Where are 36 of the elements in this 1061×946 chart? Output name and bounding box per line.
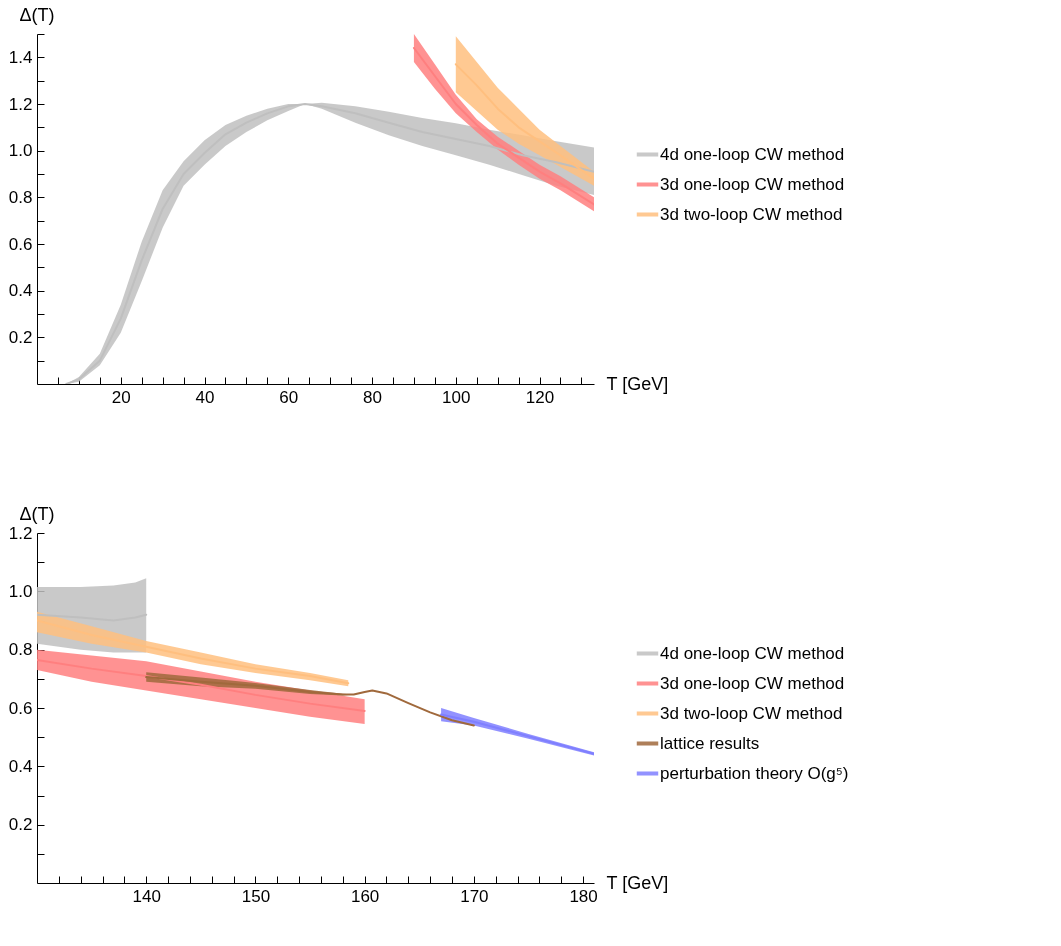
y-tick-label: 0.2: [8, 327, 33, 347]
x-tick-label: 180: [569, 886, 598, 906]
y-tick-label: 1.4: [8, 47, 33, 67]
x-tick-label: 140: [132, 886, 161, 906]
y-axis-title: Δ(T): [19, 503, 55, 524]
y-tick-label: 0.4: [8, 281, 33, 301]
x-tick-label: 40: [195, 387, 215, 407]
legend-label: lattice results: [660, 733, 760, 753]
legend-label: 3d two-loop CW method: [660, 204, 843, 224]
legend-label: perturbation theory O(g⁵): [660, 763, 849, 783]
x-tick-label: 80: [363, 387, 382, 407]
y-tick-label: 0.8: [8, 640, 33, 660]
legend-label: 4d one-loop CW method: [660, 144, 845, 164]
x-axis-title: T [GeV]: [606, 872, 669, 893]
x-tick-label: 160: [350, 886, 380, 906]
y-tick-label: 0.2: [8, 815, 33, 835]
x-tick-label: 60: [279, 387, 299, 407]
x-tick-label: 120: [525, 387, 555, 407]
x-axis-title: T [GeV]: [606, 373, 669, 394]
y-tick-label: 1.0: [8, 581, 33, 601]
y-tick-label: 0.6: [8, 234, 33, 254]
y-axis-title: Δ(T): [19, 4, 55, 25]
x-tick-label: 170: [460, 886, 489, 906]
legend-label: 3d one-loop CW method: [660, 174, 845, 194]
y-tick-label: 0.6: [8, 698, 33, 718]
x-tick-label: 150: [241, 886, 271, 906]
legend-label: 3d two-loop CW method: [660, 703, 843, 723]
y-tick-label: 1.2: [8, 94, 33, 114]
x-tick-label: 100: [442, 387, 471, 407]
y-tick-label: 1.0: [8, 141, 33, 161]
y-tick-label: 1.2: [8, 523, 33, 543]
y-tick-label: 0.8: [8, 187, 33, 207]
x-tick-label: 20: [111, 387, 131, 407]
y-tick-label: 0.4: [8, 756, 33, 776]
legend-label: 4d one-loop CW method: [660, 643, 845, 663]
legend-label: 3d one-loop CW method: [660, 673, 845, 693]
